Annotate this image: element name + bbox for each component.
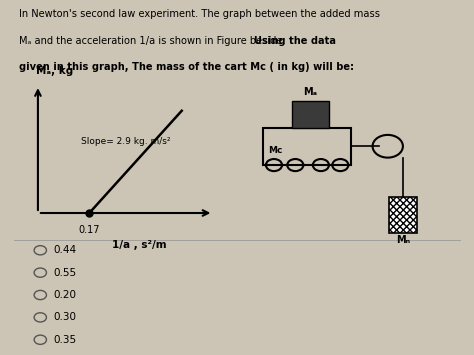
Text: Mₐ: Mₐ — [303, 87, 318, 97]
Text: 1/a , s²/m: 1/a , s²/m — [112, 240, 167, 250]
Text: 0.44: 0.44 — [54, 245, 77, 255]
Text: 0.17: 0.17 — [79, 225, 100, 235]
Text: 0.35: 0.35 — [54, 335, 77, 345]
Text: Mₙ: Mₙ — [396, 235, 410, 245]
Text: In Newton's second law experiment. The graph between the added mass: In Newton's second law experiment. The g… — [19, 9, 380, 19]
Text: Using the data: Using the data — [254, 36, 336, 45]
Text: Mₐ and the acceleration 1/a is shown in Figure beside.: Mₐ and the acceleration 1/a is shown in … — [19, 36, 289, 45]
Text: 0.20: 0.20 — [54, 290, 77, 300]
Text: Slope= 2.9 kg. m/s²: Slope= 2.9 kg. m/s² — [81, 137, 170, 147]
Text: Mₐ, kg: Mₐ, kg — [36, 66, 73, 76]
Text: given in this graph, The mass of the cart Mᴄ ( in kg) will be:: given in this graph, The mass of the car… — [19, 62, 354, 72]
Text: 0.30: 0.30 — [54, 312, 77, 322]
Bar — [263, 128, 351, 165]
Text: Mᴄ: Mᴄ — [268, 146, 282, 155]
Bar — [389, 197, 417, 233]
Bar — [292, 101, 329, 128]
Text: 0.55: 0.55 — [54, 268, 77, 278]
